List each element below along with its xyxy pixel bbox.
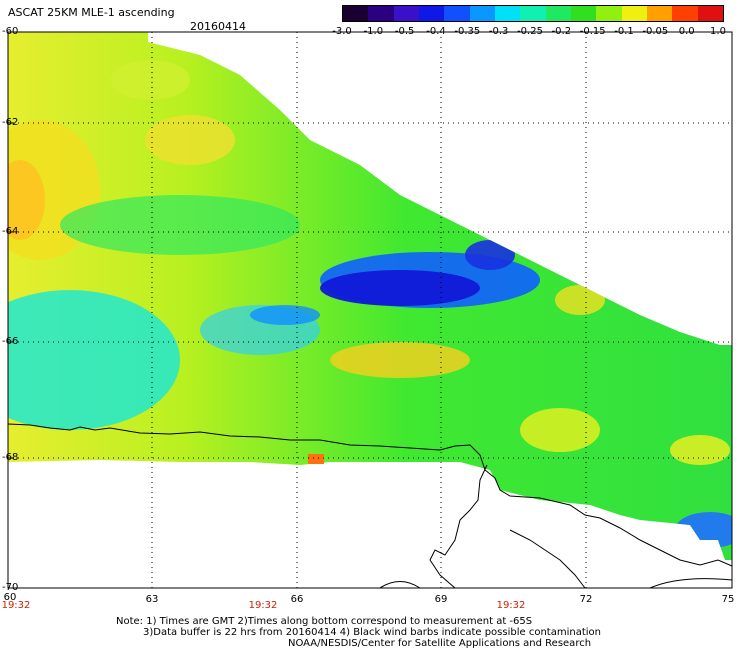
coastline-inlet — [429, 464, 488, 589]
coastline-se — [649, 578, 733, 589]
lat-label: -66 — [2, 336, 19, 347]
color-scale-segment — [672, 6, 698, 21]
time-label: 19:32 — [1, 600, 31, 611]
color-scale-segment — [418, 6, 445, 21]
color-scale-label: 1.0 — [710, 26, 726, 37]
lat-label: -68 — [2, 452, 19, 463]
coastline — [7, 423, 733, 567]
color-scale-segment — [596, 6, 622, 21]
map-date: 20160414 — [190, 20, 246, 33]
color-scale-segment — [494, 6, 521, 21]
color-scale-segment — [368, 6, 394, 21]
lon-label: 66 — [290, 594, 304, 605]
note-line-1: Note: 1) Times are GMT 2)Times along bot… — [116, 616, 533, 627]
color-scale-label: 0.0 — [678, 26, 695, 37]
lon-label: 75 — [721, 594, 735, 605]
time-label: 19:32 — [248, 600, 278, 611]
note-line-2: 3)Data buffer is 22 hrs from 20160414 4)… — [143, 627, 601, 638]
color-scale-segment — [444, 6, 470, 21]
color-scale-label: -1.0 — [363, 26, 384, 37]
color-scale-label: -0.35 — [454, 26, 481, 37]
lat-ticks — [8, 31, 14, 589]
lon-label: 60 — [3, 592, 17, 603]
lon-label: 63 — [145, 594, 159, 605]
color-scale-label: -3.0 — [332, 26, 352, 37]
lat-label: -64 — [2, 226, 19, 237]
lon-label: 69 — [434, 594, 448, 605]
color-scale-segment — [570, 6, 597, 21]
color-scale-label: -0.25 — [517, 26, 543, 37]
lat-label: -60 — [2, 26, 19, 37]
color-scale-segment — [393, 6, 419, 21]
color-scale-segment — [621, 6, 647, 21]
map-title: ASCAT 25KM MLE-1 ascending — [8, 6, 175, 19]
lat-label: -70 — [2, 582, 19, 593]
color-scale-segment — [646, 6, 673, 21]
color-scale-label: -0.3 — [488, 26, 509, 37]
color-scale-label: -0.05 — [642, 26, 669, 37]
color-scale-segment — [469, 6, 495, 21]
orange-pixel-patch — [308, 454, 324, 464]
lon-label: 72 — [579, 594, 593, 605]
color-scale-segment — [545, 6, 571, 21]
color-scale-label: -0.2 — [551, 26, 572, 37]
lat-label: -62 — [2, 117, 19, 128]
color-scale-label: -0.1 — [614, 26, 634, 37]
color-scale-segment — [343, 6, 369, 21]
graticule — [8, 32, 732, 588]
coastline-east — [509, 529, 586, 589]
note-line-3: NOAA/NESDIS/Center for Satellite Applica… — [288, 638, 592, 649]
coastline-island — [379, 581, 421, 589]
color-scale-label: -0.5 — [394, 26, 415, 37]
color-scale-segment — [697, 6, 723, 21]
color-scale-segment — [520, 6, 546, 21]
color-scale-bar — [342, 5, 724, 22]
map-frame — [7, 31, 733, 589]
color-scale-label: -0.15 — [579, 26, 606, 37]
time-label: 19:32 — [496, 600, 526, 611]
color-scale-label: -0.4 — [426, 26, 446, 37]
